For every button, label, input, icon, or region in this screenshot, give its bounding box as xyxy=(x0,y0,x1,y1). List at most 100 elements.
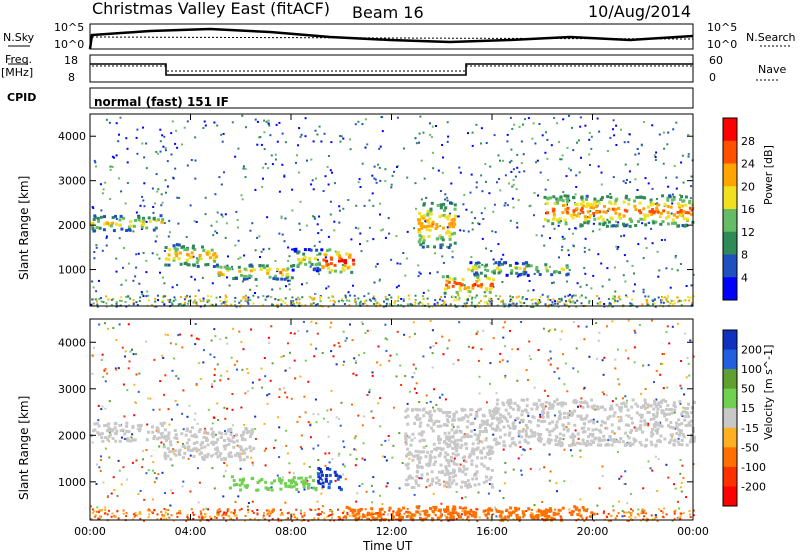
cpid-text: normal (fast) 151 IF xyxy=(94,95,229,109)
scatter-cell xyxy=(610,514,613,517)
scatter-cell xyxy=(181,143,183,146)
echo-cell xyxy=(546,508,550,512)
echo-cell xyxy=(258,479,262,483)
echo-cell xyxy=(671,221,674,225)
echo-cell xyxy=(520,409,524,413)
scatter-cell xyxy=(388,232,391,235)
scatter-cell xyxy=(406,230,409,233)
scatter-cell xyxy=(173,357,175,360)
echo-cell xyxy=(653,399,656,403)
scatter-cell xyxy=(600,183,603,186)
scatter-cell xyxy=(434,252,436,255)
echo-cell xyxy=(686,423,690,427)
echo-cell xyxy=(302,479,306,483)
echo-cell xyxy=(489,476,493,479)
echo-cell xyxy=(482,464,486,468)
scatter-cell xyxy=(644,177,647,180)
echo-cell xyxy=(446,420,450,424)
echo-cell xyxy=(477,482,481,486)
scatter-cell xyxy=(535,161,537,164)
echo-cell xyxy=(431,222,435,226)
echo-cell xyxy=(244,275,248,279)
echo-cell xyxy=(242,277,246,281)
scatter-cell xyxy=(226,464,229,467)
scatter-cell xyxy=(532,122,535,125)
scatter-cell xyxy=(152,498,155,501)
scatter-cell xyxy=(100,209,103,212)
scatter-cell xyxy=(155,173,158,176)
scatter-cell xyxy=(600,171,603,174)
scatter-cell xyxy=(268,393,271,395)
echo-cell xyxy=(446,217,450,221)
echo-cell xyxy=(625,194,628,198)
echo-cell xyxy=(416,413,420,417)
echo-cell xyxy=(287,479,291,483)
scatter-cell xyxy=(655,516,658,519)
scatter-cell xyxy=(616,514,618,517)
scatter-cell xyxy=(328,452,331,455)
scatter-cell xyxy=(495,508,498,511)
echo-cell xyxy=(615,403,619,407)
scatter-cell xyxy=(482,329,485,332)
echo-cell xyxy=(627,198,631,202)
echo-cell xyxy=(469,434,473,438)
scatter-cell xyxy=(274,260,277,262)
echo-cell xyxy=(405,515,409,518)
echo-cell xyxy=(431,429,435,433)
scatter-cell xyxy=(124,350,127,353)
scatter-cell xyxy=(474,296,477,299)
echo-cell xyxy=(508,398,512,402)
echo-cell xyxy=(571,438,575,442)
scatter-cell xyxy=(219,338,222,341)
scatter-cell xyxy=(577,405,579,408)
echo-cell xyxy=(118,439,122,443)
scatter-cell xyxy=(487,492,490,495)
echo-cell xyxy=(603,408,607,412)
scatter-cell xyxy=(616,248,619,250)
echo-cell xyxy=(612,414,616,418)
scatter-cell xyxy=(622,180,625,183)
echo-cell xyxy=(285,276,289,280)
scatter-cell xyxy=(235,517,238,520)
scatter-cell xyxy=(679,263,682,265)
echo-cell xyxy=(198,428,202,431)
echo-cell xyxy=(238,269,242,273)
echo-cell xyxy=(127,228,131,232)
scatter-cell xyxy=(506,520,509,522)
scatter-cell xyxy=(279,287,282,290)
echo-cell xyxy=(609,201,613,205)
scatter-cell xyxy=(320,140,323,143)
scatter-cell xyxy=(247,502,250,504)
echo-cell xyxy=(485,421,489,425)
scatter-cell xyxy=(366,514,369,517)
echo-cell xyxy=(627,436,631,440)
echo-cell xyxy=(682,435,686,439)
echo-cell xyxy=(242,430,246,434)
echo-cell xyxy=(325,259,329,263)
scatter-cell xyxy=(143,498,146,501)
scatter-cell xyxy=(617,221,620,224)
echo-cell xyxy=(175,252,179,256)
echo-cell xyxy=(210,454,214,458)
scatter-cell xyxy=(541,518,544,520)
echo-cell xyxy=(198,253,202,257)
scatter-cell xyxy=(219,510,222,513)
echo-cell xyxy=(227,442,231,446)
scatter-cell xyxy=(457,359,460,362)
scatter-cell xyxy=(186,513,189,516)
scatter-cell xyxy=(371,192,374,195)
scatter-cell xyxy=(440,296,443,298)
echo-cell xyxy=(503,433,507,437)
echo-cell xyxy=(558,271,562,275)
scatter-cell xyxy=(244,515,247,517)
scatter-cell xyxy=(247,390,250,393)
echo-cell xyxy=(689,419,693,423)
scatter-cell xyxy=(181,485,184,488)
echo-cell xyxy=(443,431,447,435)
echo-cell xyxy=(186,253,190,257)
echo-cell xyxy=(304,476,308,480)
scatter-cell xyxy=(568,167,570,170)
scatter-cell xyxy=(201,276,204,279)
echo-cell xyxy=(489,284,493,287)
echo-cell xyxy=(475,470,479,474)
